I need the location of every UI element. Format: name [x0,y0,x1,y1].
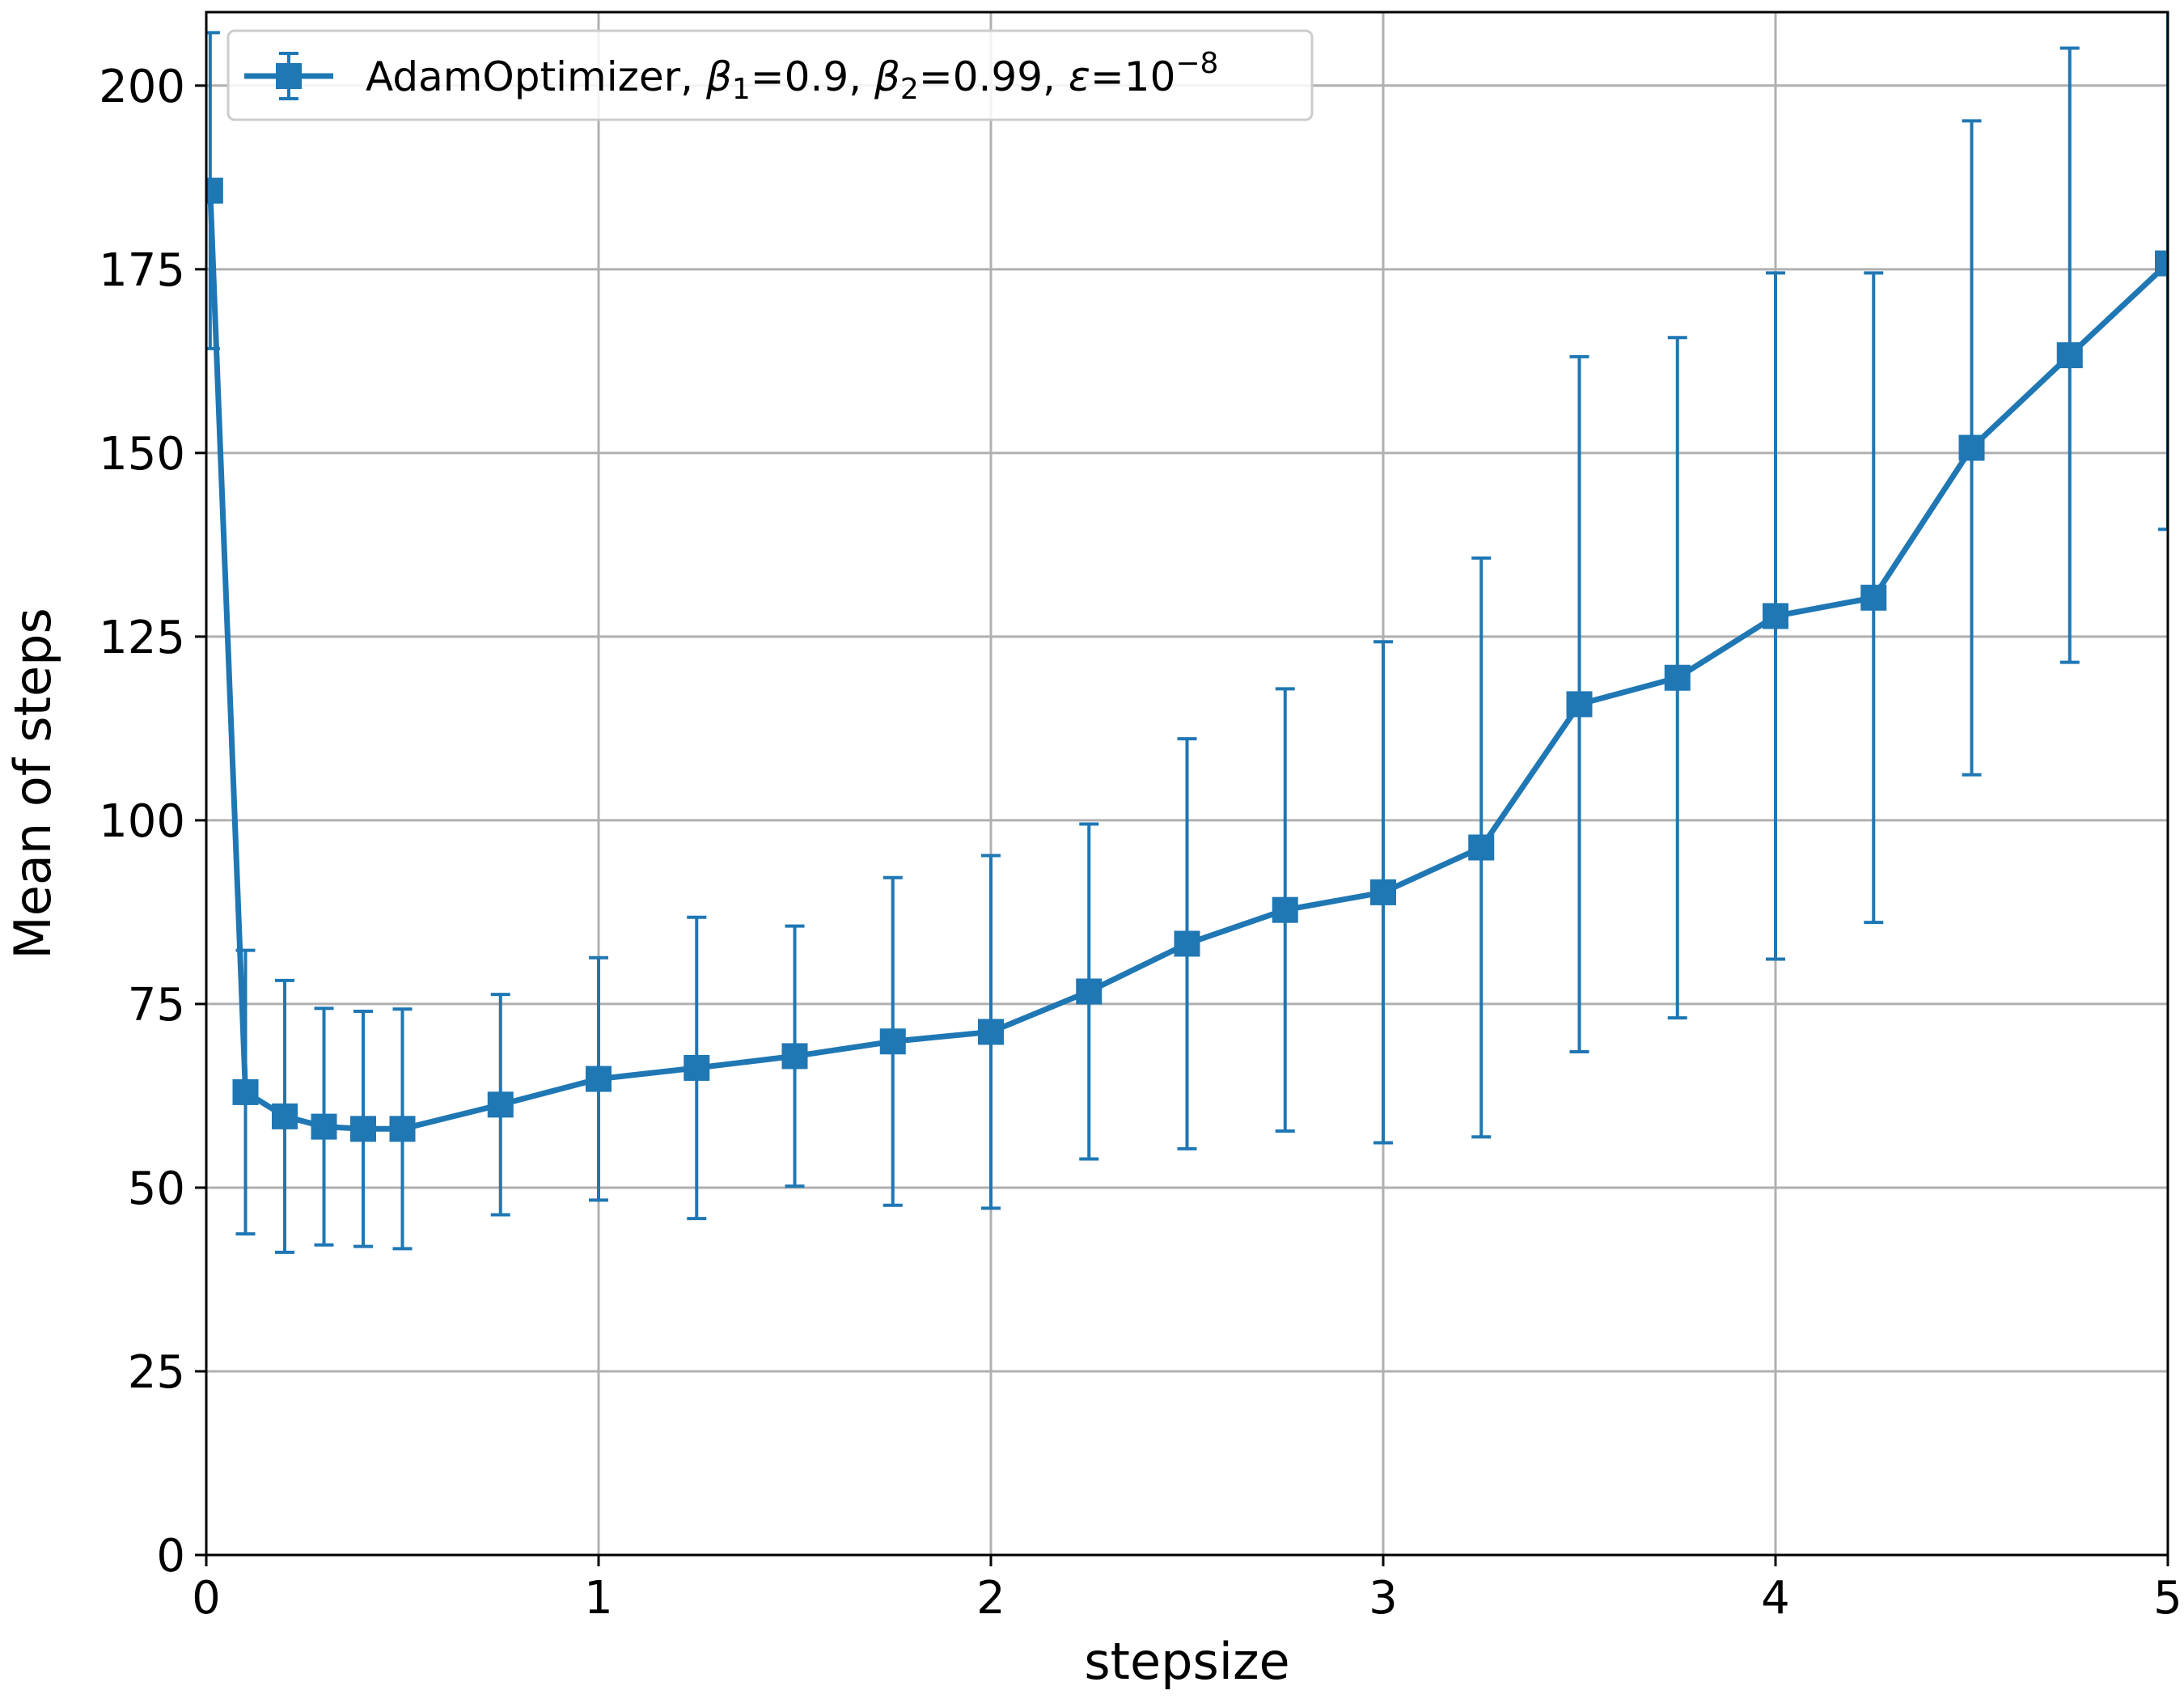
legend-entry-text: AdamOptimizer, β1=0.9, β2=0.99, ε=10−8 [366,47,1218,106]
x-tick-label-2: 2 [976,1572,1005,1625]
legend-beta1: β [705,53,732,100]
data-point-22 [2056,342,2083,369]
data-point-20 [1860,584,1887,611]
data-point-1 [232,1078,259,1105]
data-point-4 [350,1116,376,1142]
legend-epsilon-val: =10 [1090,53,1176,100]
y-tick-label-1: 25 [128,1346,185,1399]
x-tick-label-4: 4 [1761,1572,1790,1625]
data-point-14 [1272,896,1298,923]
data-point-2 [272,1103,298,1129]
data-point-23 [2155,250,2168,277]
data-point-0 [206,177,223,204]
data-point-8 [684,1054,710,1081]
legend-beta2-sub: 2 [900,73,919,106]
legend-epsilon: ε [1069,53,1090,100]
x-axis-label: stepsize [1084,1632,1289,1691]
x-tick-label-1: 1 [584,1572,613,1625]
y-tick-label-8: 200 [99,61,185,113]
data-point-19 [1763,603,1788,629]
y-tick-label-7: 175 [99,244,185,297]
data-point-9 [781,1043,808,1070]
x-tick-label-3: 3 [1369,1572,1398,1625]
data-point-21 [1958,434,1985,461]
y-tick-label-6: 150 [99,428,185,481]
data-point-15 [1370,879,1396,905]
legend-box [226,29,1314,121]
y-tick-label-4: 100 [99,795,185,848]
y-tick-label-0: 0 [156,1530,185,1582]
data-point-18 [1664,664,1691,691]
legend-epsilon-exp: −8 [1175,47,1218,80]
x-tick-label-0: 0 [192,1572,221,1625]
legend-beta1-sub: 1 [732,73,751,106]
y-tick-label-5: 125 [99,612,185,664]
data-point-5 [389,1116,416,1142]
plot-frame [205,11,2169,1557]
data-point-16 [1468,834,1495,861]
y-axis-label: Mean of steps [3,608,62,960]
data-point-11 [978,1019,1004,1045]
series [206,12,2168,1254]
data-point-17 [1566,691,1593,718]
data-point-13 [1174,930,1200,957]
legend-beta2: β [874,53,900,100]
data-point-3 [311,1113,337,1140]
data-point-10 [879,1028,906,1055]
y-tick-label-2: 50 [128,1163,185,1215]
x-tick-label-5: 5 [2153,1572,2182,1625]
legend-marker [276,63,302,89]
legend: AdamOptimizer, β1=0.9, β2=0.99, ε=10−8 [226,29,1314,121]
y-tick-label-3: 75 [128,979,185,1032]
legend-beta2-val: =0.99, [919,53,1069,100]
legend-beta1-val: =0.9, [751,53,874,100]
plot-area [206,12,2168,1254]
legend-prefix: AdamOptimizer, [366,53,706,100]
data-point-6 [487,1091,514,1118]
data-point-7 [586,1066,612,1092]
data-point-12 [1076,978,1103,1005]
